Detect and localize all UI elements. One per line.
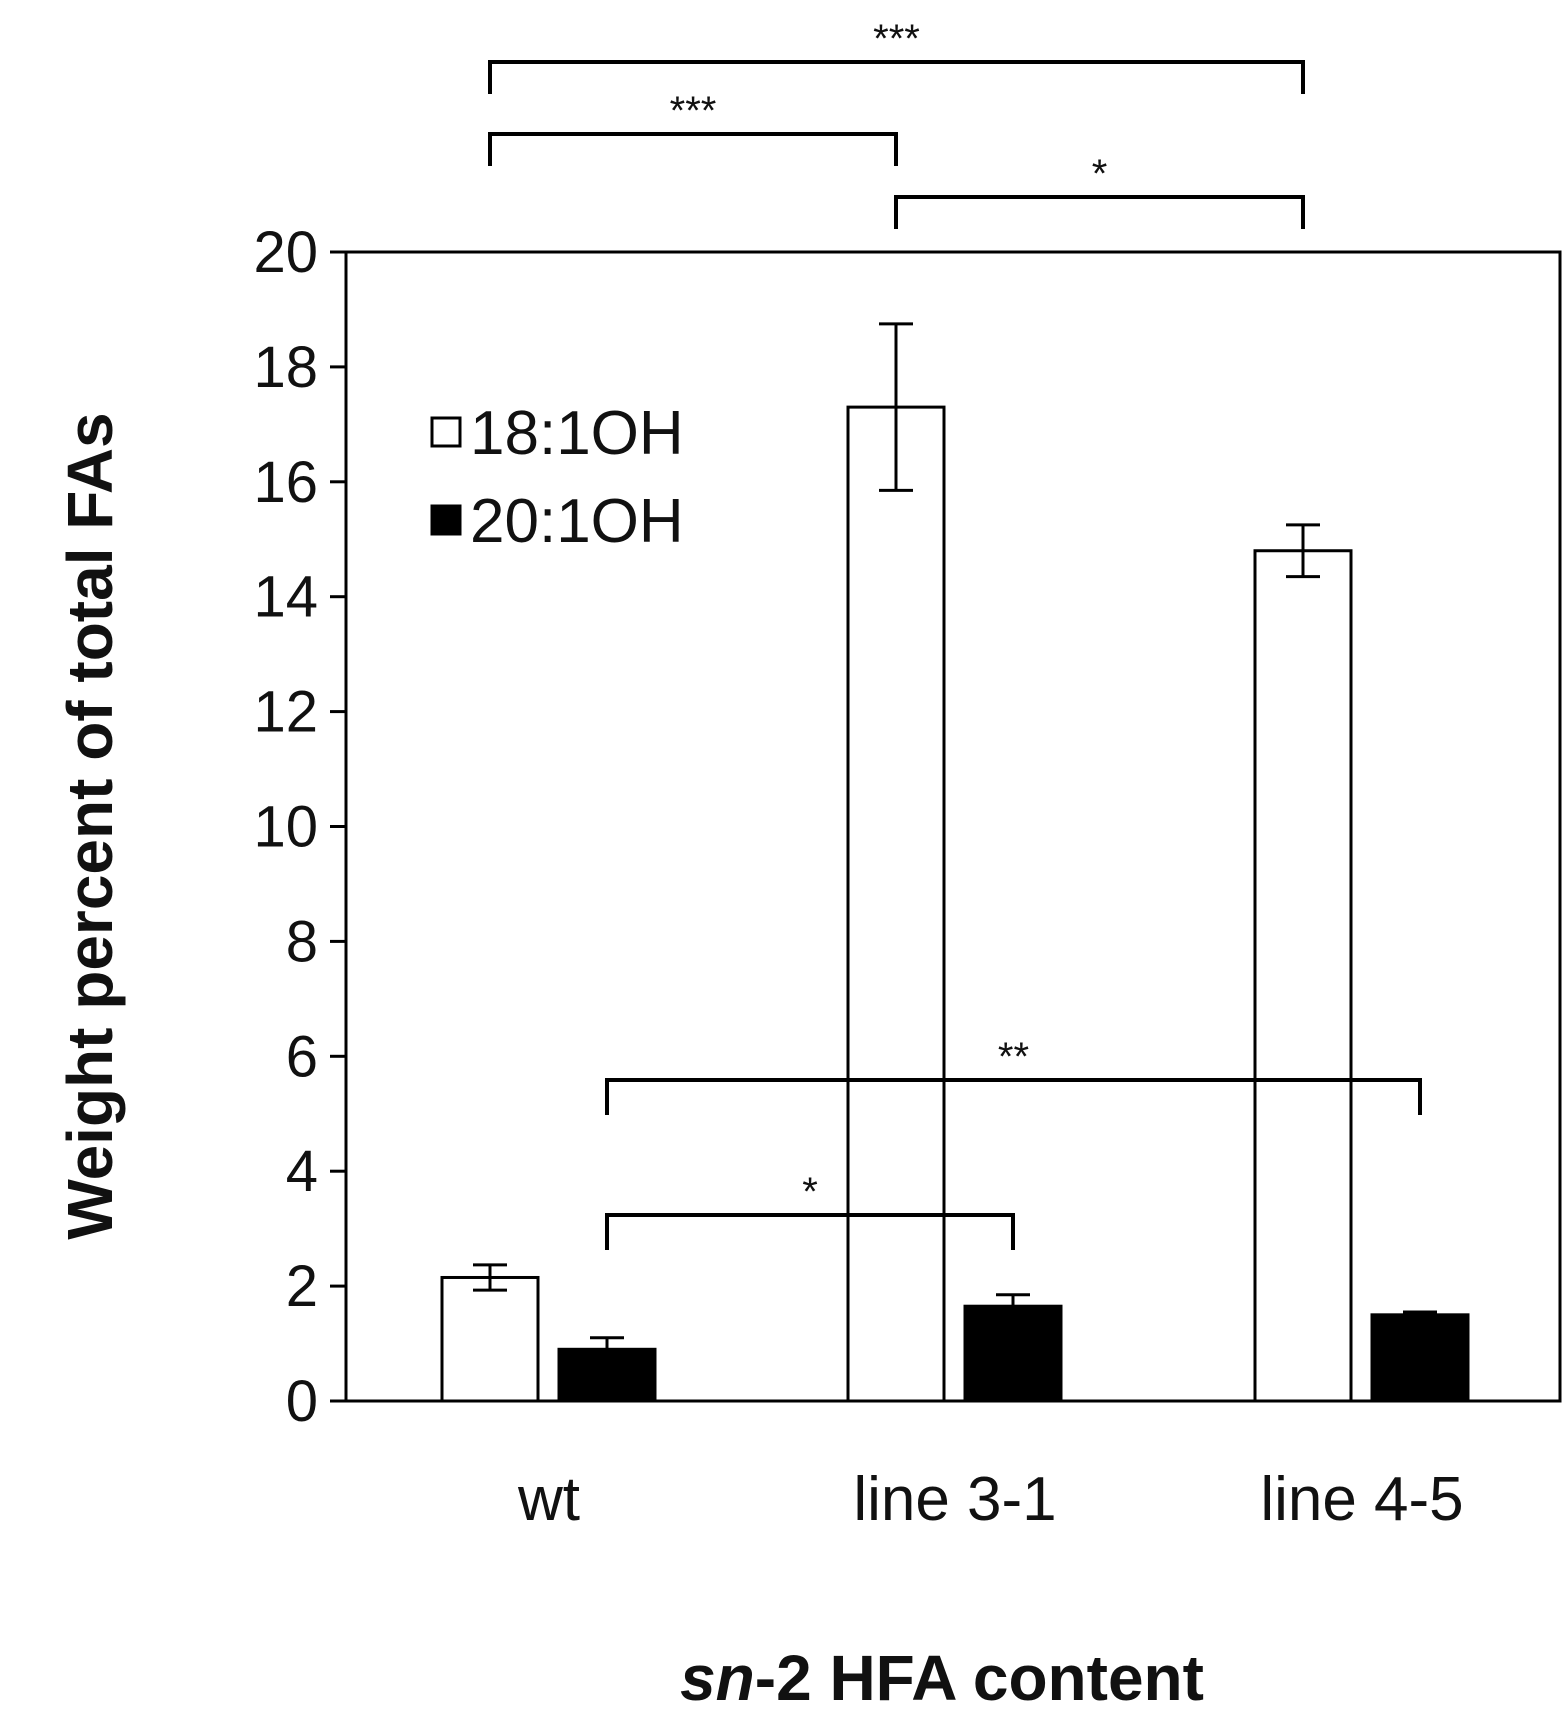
y-tick-label: 6	[286, 1024, 318, 1089]
y-tick-label: 10	[253, 795, 318, 860]
y-axis: 0 2 4 6 8 10 12 14 16 18 20	[253, 220, 346, 1434]
y-tick-label: 12	[253, 680, 318, 745]
significance-brackets: **********	[488, 17, 1422, 1250]
y-tick-label: 4	[286, 1139, 318, 1204]
significance-bracket	[488, 60, 1305, 94]
significance-label: *	[802, 1170, 818, 1214]
bar-20:1OH-line-3-1	[963, 1304, 1063, 1403]
significance-label: ***	[873, 17, 920, 61]
significance-label: ***	[670, 89, 717, 133]
legend-swatch	[430, 504, 462, 536]
legend-label: 20:1OH	[470, 487, 684, 556]
x-axis-title: sn-2 HFA content	[680, 1642, 1204, 1714]
y-tick-label: 0	[286, 1369, 318, 1434]
significance-bracket	[605, 1078, 1422, 1115]
significance-bracket	[605, 1213, 1015, 1250]
bar-18:1OH-line-3-1	[846, 405, 946, 1403]
category-label: line 3-1	[853, 1465, 1056, 1534]
bar-20:1OH-line-4-5	[1370, 1313, 1470, 1403]
legend-swatch	[430, 416, 462, 448]
significance-bracket	[894, 195, 1305, 229]
y-axis-title: Weight percent of total FAs	[54, 412, 126, 1239]
x-axis-title-rest: -2 HFA content	[755, 1642, 1204, 1714]
significance-bracket	[488, 132, 898, 166]
legend: 18:1OH 20:1OH	[430, 399, 684, 556]
y-tick-label: 16	[253, 450, 318, 515]
bars-layer: wt line 3-1 line 4-5	[440, 322, 1470, 1534]
y-tick-label: 8	[286, 909, 318, 974]
y-tick-label: 18	[253, 335, 318, 400]
category-label: wt	[517, 1465, 580, 1534]
significance-label: **	[998, 1035, 1029, 1079]
y-tick-label: 2	[286, 1254, 318, 1319]
category-label: line 4-5	[1260, 1465, 1463, 1534]
y-tick-label: 14	[253, 565, 318, 630]
bar-18:1OH-wt	[440, 1275, 540, 1403]
bar-18:1OH-line-4-5	[1253, 549, 1353, 1403]
legend-label: 18:1OH	[470, 399, 684, 468]
x-axis-title-italic: sn	[680, 1642, 755, 1714]
significance-label: *	[1092, 152, 1108, 196]
y-tick-label: 20	[253, 220, 318, 285]
